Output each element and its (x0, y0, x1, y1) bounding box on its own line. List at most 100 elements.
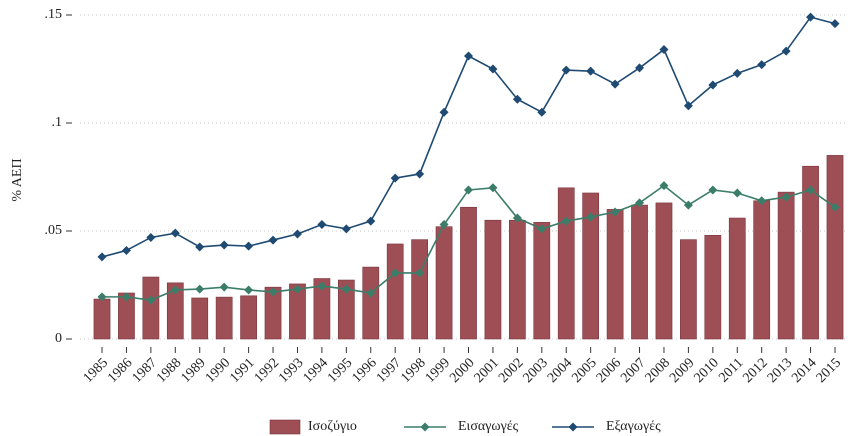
x-tick-label: 2001 (472, 355, 502, 385)
marker (268, 235, 278, 245)
marker (732, 188, 742, 198)
marker (415, 268, 425, 278)
y-tick-label: 0 (55, 331, 62, 346)
marker (366, 288, 376, 298)
legend-label: Εισαγωγές (458, 419, 519, 434)
bar (655, 202, 673, 340)
legend-label: Εξαγωγές (606, 419, 661, 434)
x-tick-label: 1991 (227, 355, 257, 385)
marker (781, 192, 791, 202)
legend-label: Ισοζύγιο (308, 419, 357, 434)
marker (415, 169, 425, 179)
marker (170, 228, 180, 238)
marker (586, 212, 596, 222)
x-tick-label: 1999 (423, 355, 453, 385)
bar (337, 279, 355, 340)
x-tick-label: 2005 (569, 355, 599, 385)
marker (170, 285, 180, 295)
marker (806, 185, 816, 195)
x-tick-label: 1995 (325, 355, 355, 385)
marker (610, 207, 620, 217)
bar (582, 192, 600, 340)
bar (142, 276, 160, 340)
marker (830, 19, 840, 29)
marker (757, 196, 767, 206)
bar (704, 235, 722, 340)
bar (753, 200, 771, 340)
marker (586, 66, 596, 76)
marker (341, 224, 351, 234)
x-tick-label: 2011 (716, 355, 746, 385)
x-tick-label: 1986 (105, 355, 135, 385)
marker (121, 292, 131, 302)
marker (268, 287, 278, 297)
marker (317, 220, 327, 230)
marker (806, 12, 816, 22)
x-tick-label: 2009 (667, 355, 697, 385)
bar (264, 286, 282, 340)
marker (97, 252, 107, 262)
marker (708, 80, 718, 90)
marker (781, 46, 791, 56)
x-tick-label: 2002 (496, 355, 526, 385)
x-tick-label: 1987 (130, 355, 160, 385)
x-tick-label: 1992 (252, 355, 282, 385)
marker (244, 285, 254, 295)
y-tick-label: .05 (45, 223, 63, 238)
legend-swatch (269, 419, 301, 435)
x-tick-label: 1985 (81, 355, 111, 385)
marker (121, 245, 131, 255)
bar (460, 206, 477, 340)
x-tick-label: 2015 (814, 355, 844, 385)
marker (244, 241, 254, 251)
marker (610, 79, 620, 89)
bar (557, 187, 575, 340)
marker (439, 220, 449, 230)
x-tick-label: 1989 (178, 355, 208, 385)
x-tick-label: 2013 (765, 355, 795, 385)
x-tick-label: 2004 (545, 355, 575, 385)
x-tick-label: 1997 (374, 355, 404, 385)
marker (708, 185, 718, 195)
marker (732, 68, 742, 78)
marker (317, 281, 327, 291)
marker (195, 242, 205, 252)
legend-marker (420, 422, 430, 432)
marker (683, 200, 693, 210)
bar (826, 155, 844, 340)
x-tick-label: 1990 (203, 355, 233, 385)
bar (362, 266, 380, 340)
marker (390, 268, 400, 278)
marker (561, 65, 571, 75)
marker (464, 51, 473, 61)
marker (561, 216, 571, 226)
x-tick-label: 2014 (789, 355, 819, 385)
bar (435, 226, 453, 340)
bar (680, 239, 697, 340)
x-tick-label: 1988 (154, 355, 184, 385)
x-tick-label: 2007 (618, 355, 648, 385)
marker (635, 63, 645, 73)
marker (292, 229, 302, 239)
marker (97, 292, 107, 302)
marker (635, 198, 645, 208)
marker (830, 202, 840, 212)
marker (341, 284, 351, 294)
bar (728, 217, 746, 340)
marker (292, 284, 302, 294)
marker (195, 284, 205, 294)
x-tick-label: 2010 (692, 355, 722, 385)
y-tick-label: .1 (52, 115, 63, 130)
legend-marker (568, 422, 578, 432)
bar (93, 298, 111, 340)
bar (289, 283, 306, 340)
x-tick-label: 2000 (447, 355, 477, 385)
marker (464, 185, 473, 195)
bar (509, 219, 526, 340)
bar (191, 297, 209, 340)
marker (219, 282, 229, 292)
bar (166, 282, 184, 340)
x-tick-label: 2012 (740, 355, 770, 385)
marker (659, 45, 669, 55)
bar (631, 204, 648, 340)
